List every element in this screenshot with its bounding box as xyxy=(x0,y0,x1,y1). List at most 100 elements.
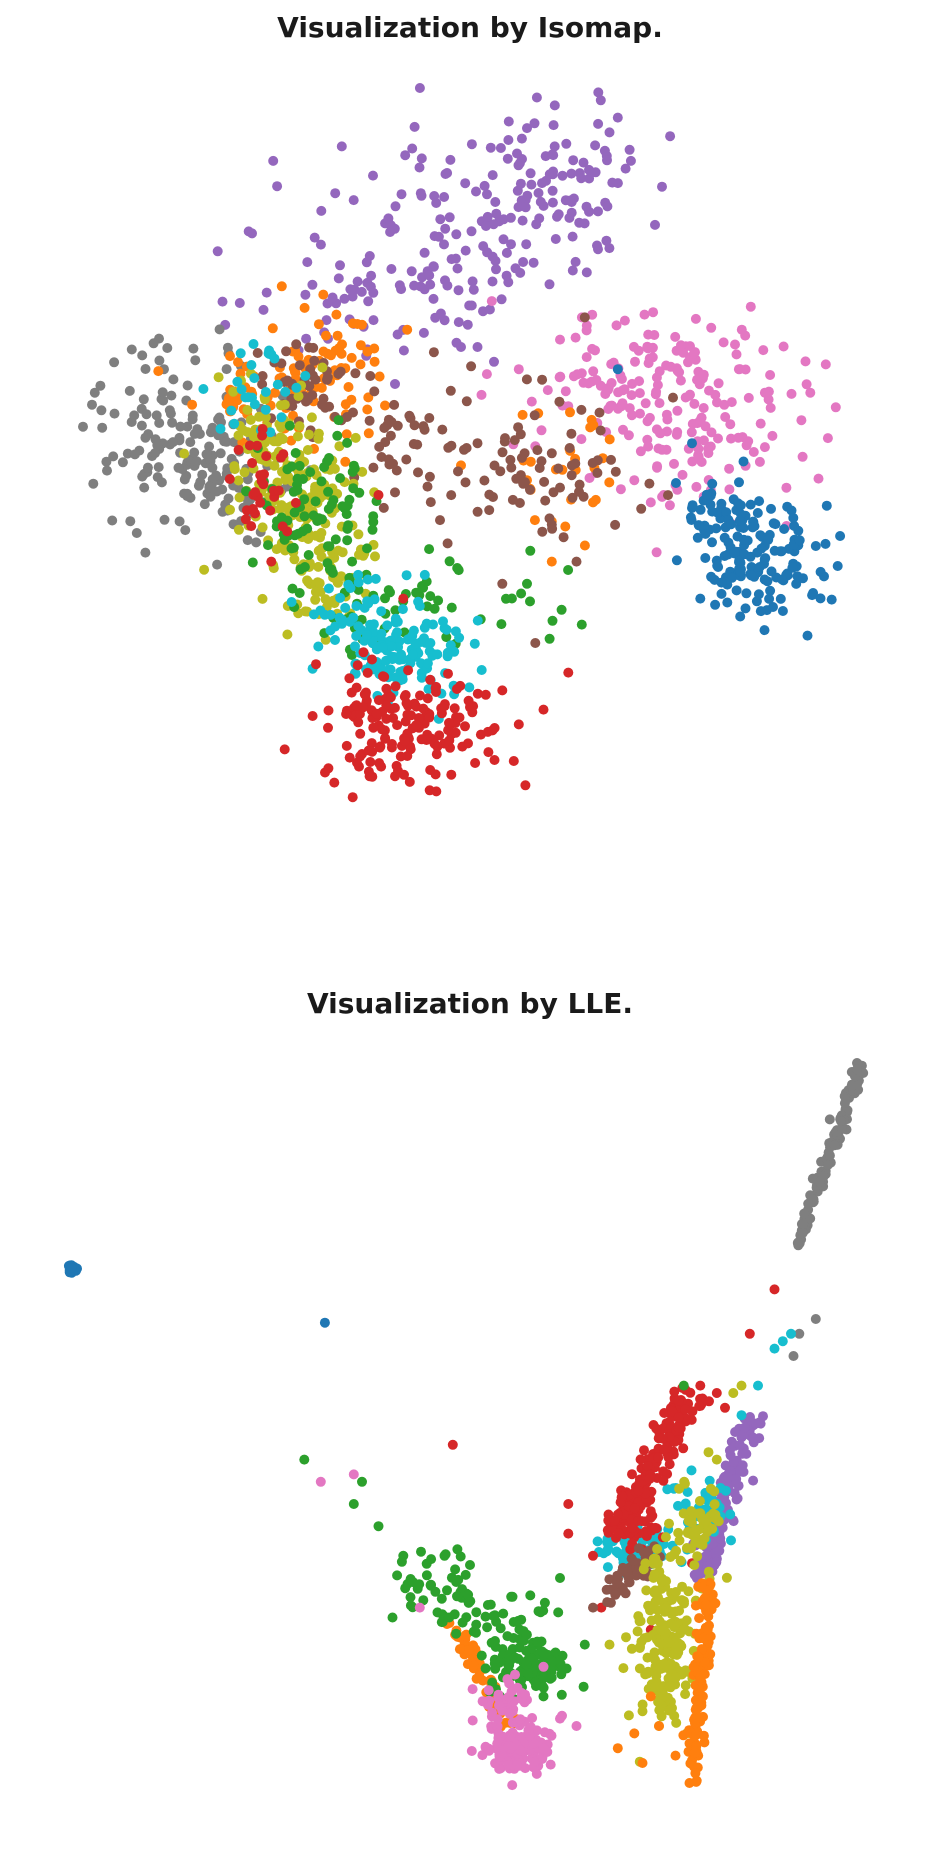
point-c8 xyxy=(656,1625,667,1636)
point-c0 xyxy=(791,578,802,589)
point-c3 xyxy=(444,717,454,728)
point-c1 xyxy=(710,1598,721,1609)
point-c6 xyxy=(570,332,581,343)
point-c3 xyxy=(678,1443,689,1454)
point-c7 xyxy=(189,428,200,439)
point-c0 xyxy=(701,489,712,500)
point-c3 xyxy=(463,695,474,706)
point-c3 xyxy=(365,757,376,767)
point-c3 xyxy=(663,1452,674,1463)
point-c6 xyxy=(724,463,735,474)
point-c9 xyxy=(215,423,226,434)
point-c6 xyxy=(677,469,688,480)
point-c2 xyxy=(525,1590,536,1601)
point-c0 xyxy=(815,566,826,577)
point-c9 xyxy=(353,621,364,632)
point-c4 xyxy=(491,264,501,275)
point-c3 xyxy=(489,723,500,733)
point-c3 xyxy=(472,688,483,699)
point-c3 xyxy=(520,780,531,791)
point-c3 xyxy=(282,526,293,537)
point-c5 xyxy=(461,396,472,407)
point-c7 xyxy=(810,1314,821,1324)
point-c6 xyxy=(545,1759,556,1770)
point-c0 xyxy=(746,570,757,581)
point-c5 xyxy=(548,487,559,498)
point-c0 xyxy=(752,508,763,518)
point-c5 xyxy=(539,476,550,487)
point-c5 xyxy=(537,526,548,537)
point-c3 xyxy=(341,740,352,751)
point-c7 xyxy=(799,1208,810,1219)
point-c1 xyxy=(346,394,357,405)
point-c6 xyxy=(759,442,770,453)
point-c5 xyxy=(612,1570,623,1581)
point-c2 xyxy=(294,588,305,598)
point-c4 xyxy=(368,170,378,181)
point-c8 xyxy=(234,492,245,503)
point-c2 xyxy=(496,619,507,630)
point-c0 xyxy=(729,547,740,558)
point-c2 xyxy=(400,1583,411,1594)
point-c8 xyxy=(664,1681,675,1692)
point-c9 xyxy=(777,1336,788,1347)
point-c4 xyxy=(525,168,536,179)
point-c3 xyxy=(673,1412,684,1423)
point-c3 xyxy=(261,451,272,462)
point-c4 xyxy=(547,149,558,160)
point-c7 xyxy=(824,1150,835,1161)
point-c2 xyxy=(476,1650,487,1661)
point-c7 xyxy=(154,355,165,366)
point-c6 xyxy=(528,1738,539,1749)
point-c9 xyxy=(432,649,443,660)
point-c2 xyxy=(392,1570,403,1581)
point-c8 xyxy=(651,1671,662,1682)
point-c3 xyxy=(444,735,455,746)
point-c9 xyxy=(313,641,324,652)
point-c8 xyxy=(277,434,288,445)
point-c6 xyxy=(767,430,778,441)
point-c3 xyxy=(425,674,436,685)
point-c7 xyxy=(242,535,253,546)
point-c2 xyxy=(290,448,301,458)
point-c8 xyxy=(660,1532,671,1543)
point-c9 xyxy=(308,609,319,620)
point-c5 xyxy=(425,497,436,508)
point-c6 xyxy=(800,356,811,367)
point-c8 xyxy=(638,1564,649,1575)
series-c7 xyxy=(788,1058,869,1361)
point-c3 xyxy=(399,736,410,746)
point-c7 xyxy=(102,465,112,476)
point-c6 xyxy=(613,387,624,398)
point-c7 xyxy=(823,1159,833,1170)
point-c8 xyxy=(692,1551,703,1562)
point-c3 xyxy=(508,756,519,766)
point-c4 xyxy=(550,234,561,244)
point-c6 xyxy=(481,369,492,380)
point-c6 xyxy=(555,334,565,345)
point-c6 xyxy=(724,484,735,495)
point-c0 xyxy=(612,364,623,375)
point-c4 xyxy=(439,239,449,250)
point-c5 xyxy=(460,477,471,488)
point-c9 xyxy=(350,641,360,652)
point-c9 xyxy=(370,573,381,584)
point-c3 xyxy=(290,497,301,508)
point-c3 xyxy=(639,1445,649,1456)
point-c4 xyxy=(472,342,483,352)
point-c0 xyxy=(798,573,808,584)
point-c7 xyxy=(140,547,151,558)
point-c4 xyxy=(451,229,462,240)
point-c9 xyxy=(276,412,287,423)
point-c4 xyxy=(741,1448,752,1459)
point-c0 xyxy=(788,512,799,523)
point-c8 xyxy=(679,1623,690,1634)
point-c9 xyxy=(362,574,373,585)
point-c5 xyxy=(610,466,621,477)
point-c8 xyxy=(228,386,239,397)
point-c9 xyxy=(249,373,260,384)
point-c5 xyxy=(631,1570,642,1581)
point-c4 xyxy=(607,177,618,188)
point-c8 xyxy=(656,1576,667,1587)
point-c2 xyxy=(297,526,308,537)
